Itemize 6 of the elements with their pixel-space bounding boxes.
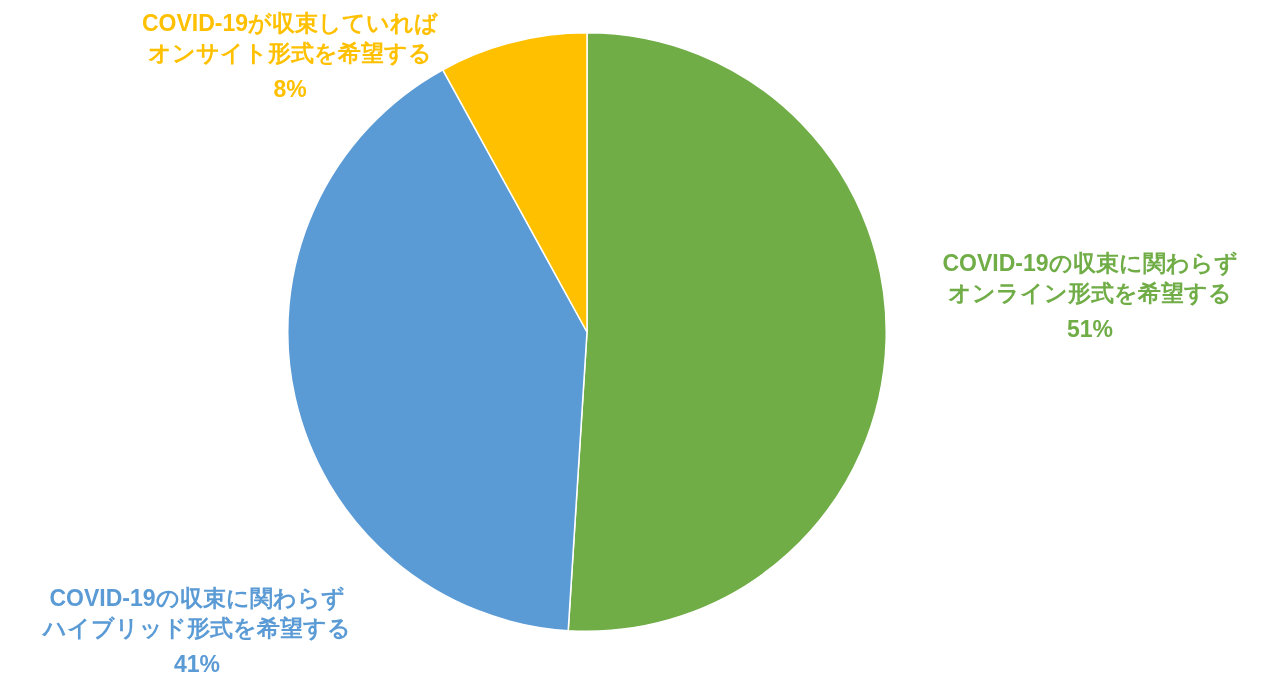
slice-label: COVID-19の収束に関わらずオンライン形式を希望する (941, 249, 1239, 308)
slice-label: COVID-19の収束に関わらずハイブリッド形式を希望する (41, 584, 352, 643)
data-label: 51% (1065, 315, 1114, 344)
slice-label: COVID-19が収束していればオンサイト形式を希望する (140, 9, 440, 68)
data-label: 8% (272, 75, 308, 104)
data-label: 41% (172, 650, 221, 679)
